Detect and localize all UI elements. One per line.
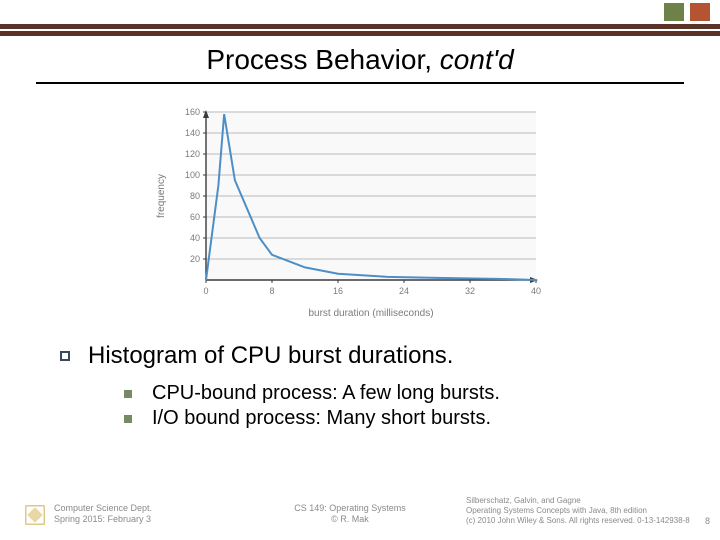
svg-text:20: 20 [190, 254, 200, 264]
svg-text:100: 100 [185, 170, 200, 180]
svg-text:80: 80 [190, 191, 200, 201]
footer-cred2: Operating Systems Concepts with Java, 8t… [466, 506, 696, 516]
title-main: Process Behavior, [206, 44, 439, 75]
main-bullet-text: Histogram of CPU burst durations. [88, 342, 453, 370]
footer-right: Silberschatz, Galvin, and Gagne Operatin… [466, 496, 696, 526]
svg-text:burst duration (milliseconds): burst duration (milliseconds) [308, 308, 433, 319]
svg-text:frequency: frequency [156, 174, 167, 218]
title-italic: cont'd [440, 44, 514, 75]
svg-text:40: 40 [190, 233, 200, 243]
university-logo-icon [24, 504, 46, 526]
svg-text:24: 24 [399, 286, 409, 296]
svg-text:160: 160 [185, 107, 200, 117]
svg-text:32: 32 [465, 286, 475, 296]
sub-bullet-row: CPU-bound process: A few long bursts. [124, 382, 680, 405]
svg-text:140: 140 [185, 128, 200, 138]
sub-bullet-text: CPU-bound process: A few long bursts. [152, 382, 500, 405]
footer-mid: CS 149: Operating Systems © R. Mak [234, 503, 466, 526]
bullet-open-icon [60, 351, 70, 361]
chart-svg: 20 40 60 80 100 120 140 160 0 8 16 24 32 40 burst dura… [150, 102, 570, 320]
header-bars [0, 24, 720, 36]
svg-text:60: 60 [190, 212, 200, 222]
bar-2 [0, 31, 720, 36]
sub-bullet-text: I/O bound process: Many short bursts. [152, 407, 491, 430]
svg-text:40: 40 [531, 286, 541, 296]
footer-course: CS 149: Operating Systems [234, 503, 466, 515]
bullet-filled-icon [124, 415, 132, 423]
accent-box-2 [690, 3, 710, 21]
header-strip [0, 0, 720, 24]
slide-footer: Computer Science Dept. Spring 2015: Febr… [0, 496, 720, 526]
bullet-filled-icon [124, 390, 132, 398]
title-underline [36, 82, 684, 84]
slide-title-wrap: Process Behavior, cont'd [0, 44, 720, 76]
main-bullet-row: Histogram of CPU burst durations. [60, 342, 680, 370]
svg-text:0: 0 [203, 286, 208, 296]
svg-text:8: 8 [269, 286, 274, 296]
svg-text:120: 120 [185, 149, 200, 159]
footer-dept: Computer Science Dept. [54, 503, 234, 515]
footer-cred3: (c) 2010 John Wiley & Sons. All rights r… [466, 516, 696, 526]
accent-box-1 [664, 3, 684, 21]
footer-left: Computer Science Dept. Spring 2015: Febr… [54, 503, 234, 526]
sub-bullets: CPU-bound process: A few long bursts. I/… [124, 382, 680, 430]
svg-text:16: 16 [333, 286, 343, 296]
page-number: 8 [705, 516, 710, 526]
footer-date: Spring 2015: February 3 [54, 514, 234, 526]
burst-histogram-chart: 20 40 60 80 100 120 140 160 0 8 16 24 32 40 burst dura… [150, 102, 570, 320]
sub-bullet-row: I/O bound process: Many short bursts. [124, 407, 680, 430]
footer-author: © R. Mak [234, 514, 466, 526]
footer-cred1: Silberschatz, Galvin, and Gagne [466, 496, 696, 506]
slide-title: Process Behavior, cont'd [0, 44, 720, 76]
